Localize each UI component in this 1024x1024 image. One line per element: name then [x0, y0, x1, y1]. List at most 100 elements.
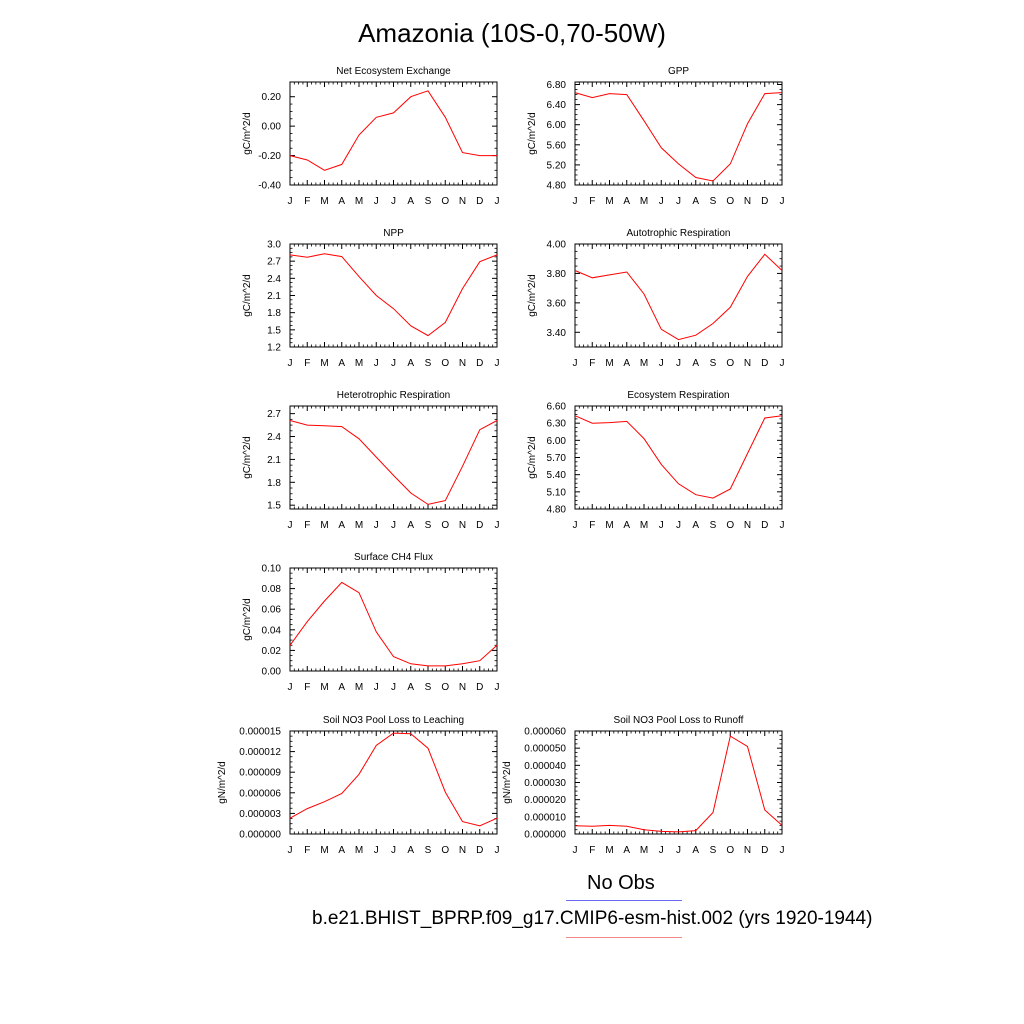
panel-9-xtick-label: D	[761, 845, 768, 856]
panel-8-frame	[289, 730, 498, 835]
panel-2-xtick-label: J	[391, 358, 396, 369]
panel-6-xtick-label: J	[374, 682, 379, 693]
panel-1-xtick-label: J	[659, 196, 664, 207]
panel-1-series-line	[574, 92, 783, 182]
panel-4-ytick-label: 2.4	[267, 432, 281, 443]
panel-4-xtick-label: M	[355, 520, 363, 531]
panel-3-xtick-label: O	[726, 358, 734, 369]
panel-9-xtick-label: M	[605, 845, 613, 856]
panel-3-xtick-label: F	[589, 358, 595, 369]
panel-1-ytick-label: 5.60	[547, 140, 567, 151]
panel-5-ylabel: gC/m^2/d	[527, 436, 538, 479]
panel-4-xtick-label: A	[338, 520, 345, 531]
panel-8-ytick-label: 0.000015	[239, 727, 281, 738]
panel-1-ytick-label: 4.80	[547, 181, 567, 192]
panel-6-xtick-label: J	[391, 682, 396, 693]
panel-2-title: NPP	[383, 228, 404, 239]
panel-6-xtick-label: M	[355, 682, 363, 693]
panel-4-ylabel: gC/m^2/d	[242, 436, 253, 479]
panel-3-ytick-label: 3.40	[547, 328, 567, 339]
panel-6-xtick-label: J	[495, 682, 500, 693]
panel-2-xtick-label: D	[476, 358, 483, 369]
panel-4-title: Heterotrophic Respiration	[337, 390, 450, 401]
panel-0-title: Net Ecosystem Exchange	[336, 66, 451, 77]
panel-0-xtick-label: J	[288, 196, 293, 207]
panel-0-ytick-label: -0.40	[258, 181, 281, 192]
panel-9-xtick-label: O	[726, 845, 734, 856]
panel-3-xtick-label: M	[605, 358, 613, 369]
panel-3-xtick-label: J	[573, 358, 578, 369]
panel-4-xtick-label: A	[407, 520, 414, 531]
panel-0-xtick-label: D	[476, 196, 483, 207]
legend-model-line	[566, 937, 682, 938]
panel-4-ytick-label: 1.8	[267, 478, 281, 489]
panel-5-ytick-label: 6.30	[547, 419, 567, 430]
panel-6-ytick-label: 0.10	[262, 564, 282, 575]
panel-2-xtick-label: A	[338, 358, 345, 369]
panel-2-xtick-label: N	[459, 358, 466, 369]
panel-5-title: Ecosystem Respiration	[627, 390, 729, 401]
panel-5-xtick-label: S	[710, 520, 717, 531]
panel-4-xtick-label: M	[320, 520, 328, 531]
panel-8-xtick-label: M	[320, 845, 328, 856]
panel-1-xtick-label: M	[605, 196, 613, 207]
panel-5-xtick-label: N	[744, 520, 751, 531]
panel-5-xtick-label: A	[692, 520, 699, 531]
panel-9-ytick-label: 0.000060	[524, 727, 566, 738]
panel-5-xtick-label: F	[589, 520, 595, 531]
panel-4-series-line	[289, 420, 498, 505]
panel-6-xtick-label: A	[407, 682, 414, 693]
panel-0-xtick-label: F	[304, 196, 310, 207]
panel-2-ytick-label: 1.8	[267, 308, 281, 319]
legend-obs-label: No Obs	[587, 872, 655, 894]
legend-model-label: b.e21.BHIST_BPRP.f09_g17.CMIP6-esm-hist.…	[312, 908, 873, 929]
panel-0-xtick-label: A	[407, 196, 414, 207]
panel-6-xtick-label: F	[304, 682, 310, 693]
panel-8-xtick-label: J	[288, 845, 293, 856]
panel-5-xtick-label: J	[573, 520, 578, 531]
panel-8-xtick-label: O	[441, 845, 449, 856]
panel-4-frame	[289, 405, 498, 510]
panel-9-series-line	[574, 735, 783, 833]
panel-1-xtick-label: J	[780, 196, 785, 207]
panel-9-xtick-label: A	[692, 845, 699, 856]
panel-8-xtick-label: A	[338, 845, 345, 856]
panel-3-ytick-label: 3.60	[547, 298, 567, 309]
panel-8-xtick-label: M	[355, 845, 363, 856]
panel-6-series-line	[289, 581, 498, 667]
panel-2-ytick-label: 2.4	[267, 274, 281, 285]
panel-2-ytick-label: 1.5	[267, 325, 281, 336]
panel-6-ytick-label: 0.08	[262, 584, 282, 595]
panel-1-xtick-label: A	[692, 196, 699, 207]
panel-6-xtick-label: D	[476, 682, 483, 693]
panel-6-xtick-label: M	[320, 682, 328, 693]
panel-5-frame	[574, 405, 783, 510]
panel-8-xtick-label: F	[304, 845, 310, 856]
panel-2-xtick-label: M	[355, 358, 363, 369]
panel-3-xtick-label: D	[761, 358, 768, 369]
page-title: Amazonia (10S-0,70-50W)	[358, 18, 666, 48]
panel-3-xtick-label: S	[710, 358, 717, 369]
panel-2-ytick-label: 1.2	[267, 343, 281, 354]
panel-5-xtick-label: D	[761, 520, 768, 531]
panel-2-ytick-label: 2.1	[267, 291, 281, 302]
panel-6-frame	[289, 567, 498, 672]
panel-2-ylabel: gC/m^2/d	[242, 274, 253, 317]
panel-8-ytick-label: 0.000012	[239, 747, 281, 758]
panel-1-title: GPP	[668, 66, 689, 77]
panel-4-xtick-label: D	[476, 520, 483, 531]
panel-0-xtick-label: J	[391, 196, 396, 207]
panel-2-xtick-label: J	[288, 358, 293, 369]
panel-6-xtick-label: J	[288, 682, 293, 693]
panel-5-xtick-label: O	[726, 520, 734, 531]
panel-2-xtick-label: M	[320, 358, 328, 369]
panel-2-xtick-label: A	[407, 358, 414, 369]
panel-0-xtick-label: A	[338, 196, 345, 207]
panel-6-xtick-label: N	[459, 682, 466, 693]
panel-2-xtick-label: J	[495, 358, 500, 369]
panel-3-title: Autotrophic Respiration	[627, 228, 731, 239]
panel-5-ytick-label: 5.40	[547, 470, 567, 481]
panel-3-ytick-label: 3.80	[547, 269, 567, 280]
panel-9-xtick-label: A	[623, 845, 630, 856]
